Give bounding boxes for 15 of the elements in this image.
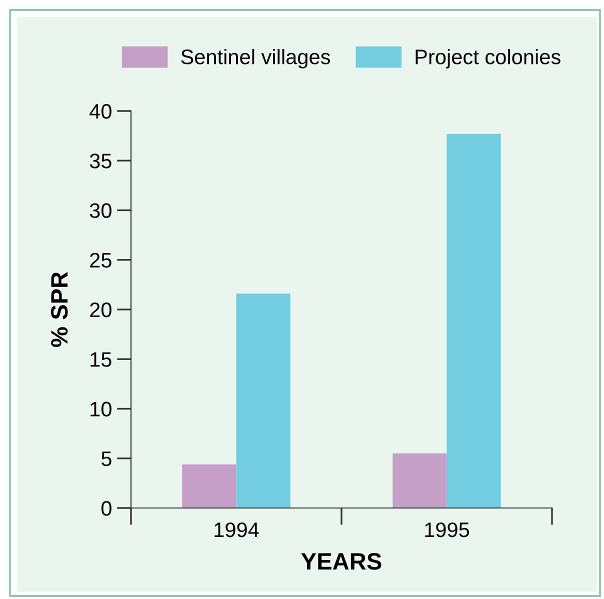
x-tick-label: 1995 xyxy=(425,522,470,538)
y-tick-label: 40 xyxy=(90,104,112,119)
y-axis-title: % SPR xyxy=(51,272,68,347)
y-tick-label: 25 xyxy=(90,252,112,268)
legend-label: Project colonies xyxy=(416,49,560,68)
y-tick-label: 20 xyxy=(90,302,112,318)
legend-label: Sentinel villages xyxy=(181,49,330,68)
y-tick-label: 30 xyxy=(90,203,112,218)
y-tick-label: 15 xyxy=(90,352,112,367)
x-axis-title: YEARS xyxy=(301,553,382,570)
x-tick-label: 1994 xyxy=(214,522,259,538)
y-tick-label: 35 xyxy=(90,154,112,168)
y-tick-label: 5 xyxy=(102,452,112,466)
y-tick-label: 10 xyxy=(90,402,112,417)
y-tick-label: 0 xyxy=(101,501,112,516)
